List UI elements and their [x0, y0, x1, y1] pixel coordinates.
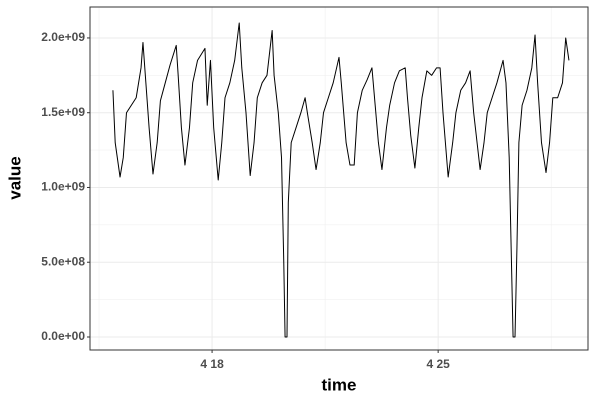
y-tick-label: 2.0e+09 [41, 30, 85, 44]
y-tick-label: 0.0e+00 [41, 329, 85, 343]
y-tick-label: 1.5e+09 [41, 105, 85, 119]
y-axis-title: value [5, 156, 24, 199]
x-axis-title: time [322, 375, 357, 394]
x-tick-label: 4 25 [426, 357, 450, 371]
panel-border [89, 6, 589, 351]
data-line [112, 22, 570, 338]
y-tick-label: 5.0e+08 [41, 254, 85, 268]
x-tick-label: 4 18 [200, 357, 224, 371]
y-tick-label: 1.0e+09 [41, 180, 85, 194]
